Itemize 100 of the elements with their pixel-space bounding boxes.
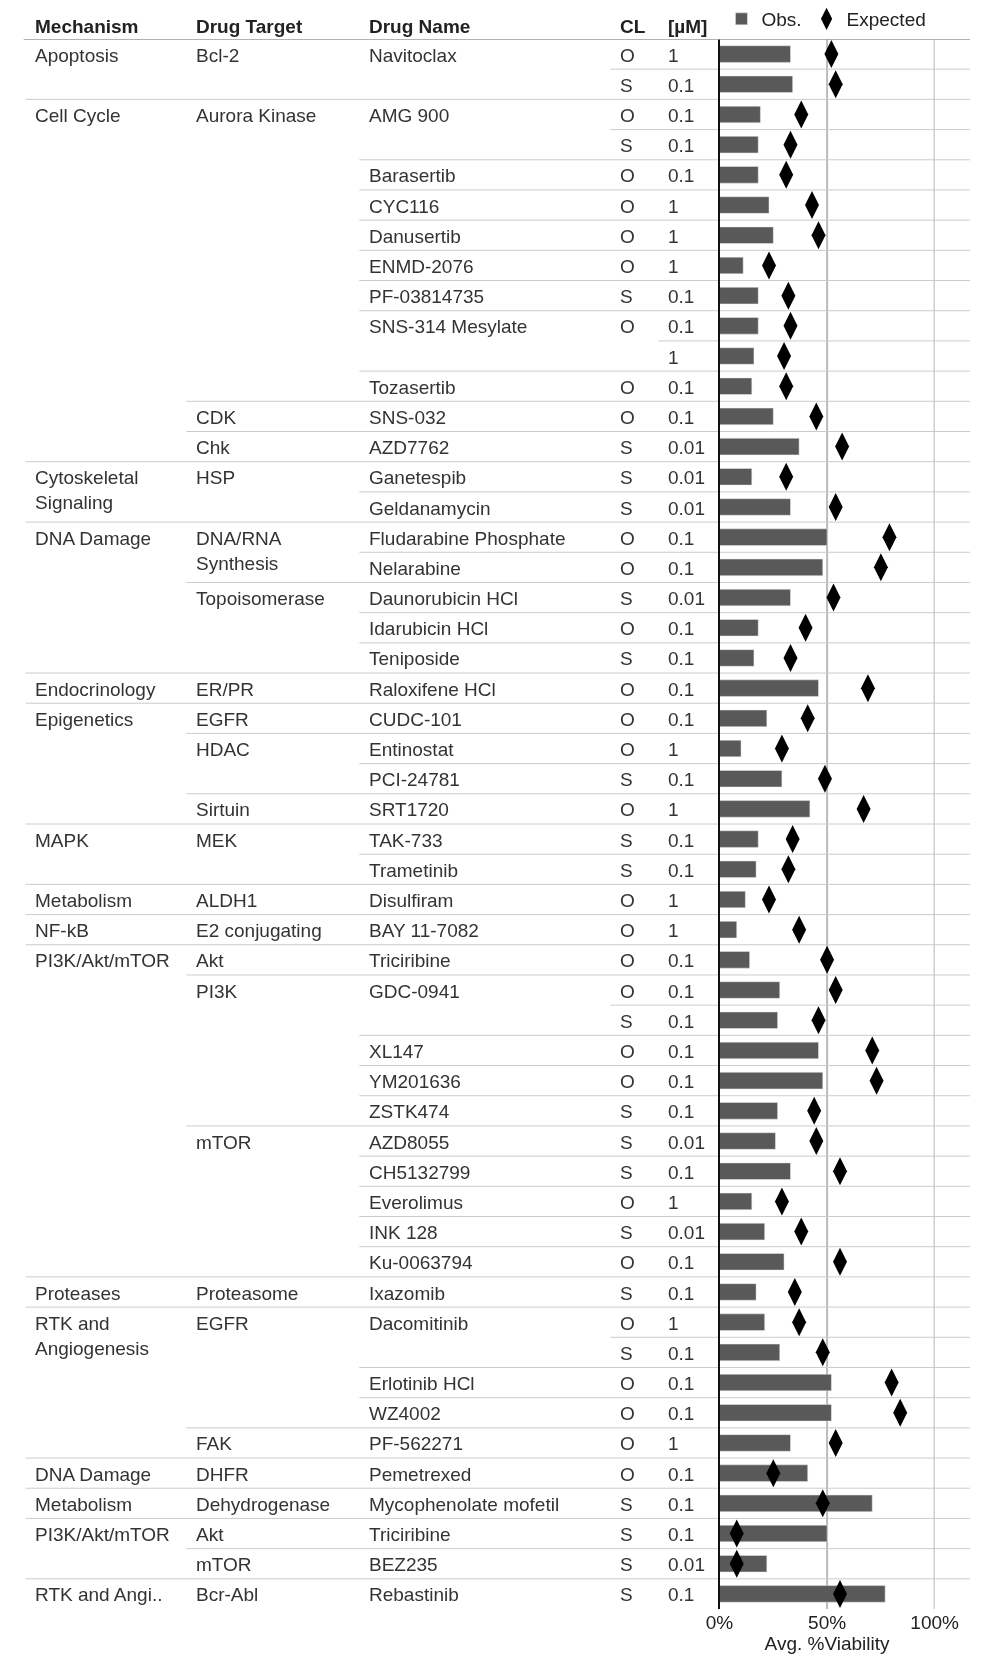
bar — [719, 558, 824, 576]
bar — [719, 468, 753, 486]
text: EGFR — [196, 709, 249, 730]
text: O — [620, 1403, 635, 1424]
text: SRT1720 — [369, 799, 449, 820]
bar — [719, 226, 774, 244]
text: O — [620, 1433, 635, 1454]
text: 0.1 — [668, 618, 695, 639]
bar — [719, 770, 783, 788]
category-label: [µM] — [668, 16, 708, 37]
text: Erlotinib HCl — [369, 1373, 475, 1394]
text: O — [620, 256, 635, 277]
text: O — [620, 950, 635, 971]
text: AMG 900 — [369, 105, 450, 126]
text: Triciribine — [369, 950, 451, 971]
text: Ixazomib — [369, 1283, 446, 1304]
text: FAK — [196, 1433, 232, 1454]
text: AZD7762 — [369, 437, 450, 458]
bar — [719, 1223, 765, 1241]
text: 0.1 — [668, 709, 695, 730]
text: INK 128 — [369, 1222, 438, 1243]
text: Akt — [196, 1524, 224, 1545]
text: 0.1 — [668, 1071, 695, 1092]
text: Epigenetics — [35, 709, 134, 730]
text: AZD8055 — [369, 1132, 450, 1153]
text: Ganetespib — [369, 467, 467, 488]
text: 0.1 — [668, 165, 695, 186]
bar — [719, 1041, 819, 1059]
text: Metabolism — [35, 1494, 133, 1515]
text: O — [620, 1071, 635, 1092]
text: PI3K — [196, 981, 238, 1002]
bar — [719, 317, 759, 335]
text: 0.01 — [668, 1222, 705, 1243]
text: S — [620, 135, 633, 156]
text: ENMD-2076 — [369, 256, 474, 277]
text: Everolimus — [369, 1192, 463, 1213]
bar — [719, 438, 800, 456]
category-label: Drug Name — [369, 16, 471, 37]
text: Proteases — [35, 1283, 121, 1304]
text: S — [620, 1584, 633, 1605]
bar — [719, 709, 768, 727]
bar — [719, 196, 770, 214]
text: O — [620, 1464, 635, 1485]
text: 0.01 — [668, 588, 705, 609]
bar — [719, 830, 759, 848]
bar — [719, 166, 759, 184]
text: 0.1 — [668, 1041, 695, 1062]
text: WZ4002 — [369, 1403, 441, 1424]
text: BEZ235 — [369, 1554, 438, 1575]
x-tick-label: 50% — [808, 1612, 847, 1633]
text: S — [620, 1554, 633, 1575]
text: Aurora Kinase — [196, 105, 317, 126]
text: SNS-314 Mesylate — [369, 316, 528, 337]
text: 0.1 — [668, 860, 695, 881]
text: DNA/RNA Synthesis — [196, 528, 282, 574]
text: O — [620, 45, 635, 66]
bar — [719, 1072, 824, 1090]
text: Chk — [196, 437, 230, 458]
bar — [719, 1404, 832, 1422]
x-axis-title: Avg. %Viability — [764, 1633, 891, 1654]
text: CYC116 — [369, 196, 440, 217]
text: Tozasertib — [369, 377, 456, 398]
text: Navitoclax — [369, 45, 457, 66]
text: Dehydrogenase — [196, 1494, 331, 1515]
text: S — [620, 1132, 633, 1153]
text: 1 — [668, 1433, 679, 1454]
text: 1 — [668, 45, 679, 66]
text: Cytoskeletal Signaling — [35, 467, 139, 513]
text: 1 — [668, 1313, 679, 1334]
bar — [719, 75, 793, 93]
category-label: CL — [620, 16, 646, 37]
category-label: Drug Target — [196, 16, 303, 37]
bar — [719, 407, 774, 425]
bar — [719, 589, 791, 607]
text: O — [620, 377, 635, 398]
text: MAPK — [35, 830, 89, 851]
text: O — [620, 1373, 635, 1394]
text: 0.1 — [668, 558, 695, 579]
text: O — [620, 407, 635, 428]
text: 0.1 — [668, 316, 695, 337]
text: Endocrinology — [35, 679, 156, 700]
text: Pemetrexed — [369, 1464, 472, 1485]
text: Idarubicin HCl — [369, 618, 489, 639]
text: 0.1 — [668, 1584, 695, 1605]
bar — [719, 1011, 778, 1029]
text: mTOR — [196, 1132, 252, 1153]
text: Dacomitinib — [369, 1313, 469, 1334]
text: 0.1 — [668, 1524, 695, 1545]
bar — [719, 860, 757, 878]
x-tick-label: 100% — [910, 1612, 960, 1633]
text: GDC-0941 — [369, 981, 460, 1002]
text: Triciribine — [369, 1524, 451, 1545]
bar — [719, 1162, 791, 1180]
text: 0.1 — [668, 75, 695, 96]
text: 1 — [668, 890, 679, 911]
category-label: Mechanism — [35, 16, 139, 37]
text: PI3K/Akt/mTOR — [35, 950, 170, 971]
bar — [719, 347, 755, 365]
text: S — [620, 1524, 633, 1545]
bar — [719, 1102, 778, 1120]
